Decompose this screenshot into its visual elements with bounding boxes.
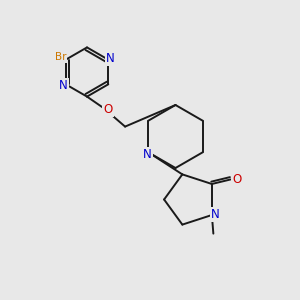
Text: N: N [106,52,115,65]
Text: N: N [59,79,68,92]
Text: N: N [211,208,220,221]
Text: Br: Br [55,52,66,62]
Text: N: N [143,148,152,161]
Text: O: O [232,173,242,186]
Text: O: O [103,103,112,116]
